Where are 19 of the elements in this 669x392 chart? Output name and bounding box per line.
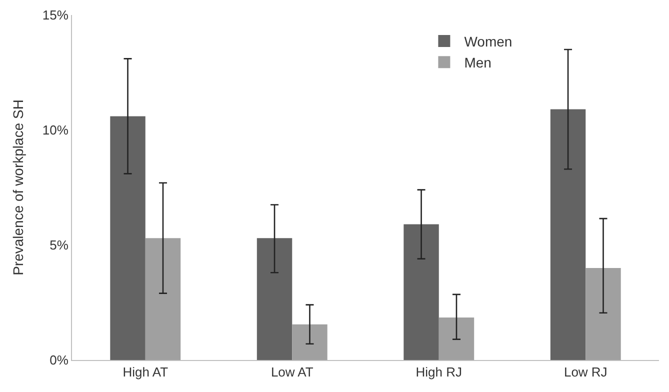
bar — [404, 224, 439, 360]
y-tick-label: 0% — [50, 352, 69, 368]
bar — [145, 238, 181, 360]
x-tick-label: High RJ — [416, 364, 462, 380]
bar — [586, 268, 621, 360]
x-tick-label: High AT — [122, 364, 168, 380]
y-axis-title: Prevalence of workplace SH — [10, 100, 26, 276]
bar — [292, 324, 328, 360]
bar — [256, 238, 292, 360]
bar — [550, 109, 586, 360]
y-tick-label: 10% — [42, 122, 69, 138]
y-tick-label: 15% — [42, 8, 69, 23]
x-tick-label: Low AT — [270, 364, 314, 380]
y-tick-label: 5% — [50, 238, 69, 253]
legend-label: Men — [464, 54, 492, 71]
legend-label: Women — [464, 33, 512, 50]
bar — [438, 317, 474, 360]
bar — [110, 116, 146, 360]
x-tick-label: Low RJ — [564, 364, 608, 380]
